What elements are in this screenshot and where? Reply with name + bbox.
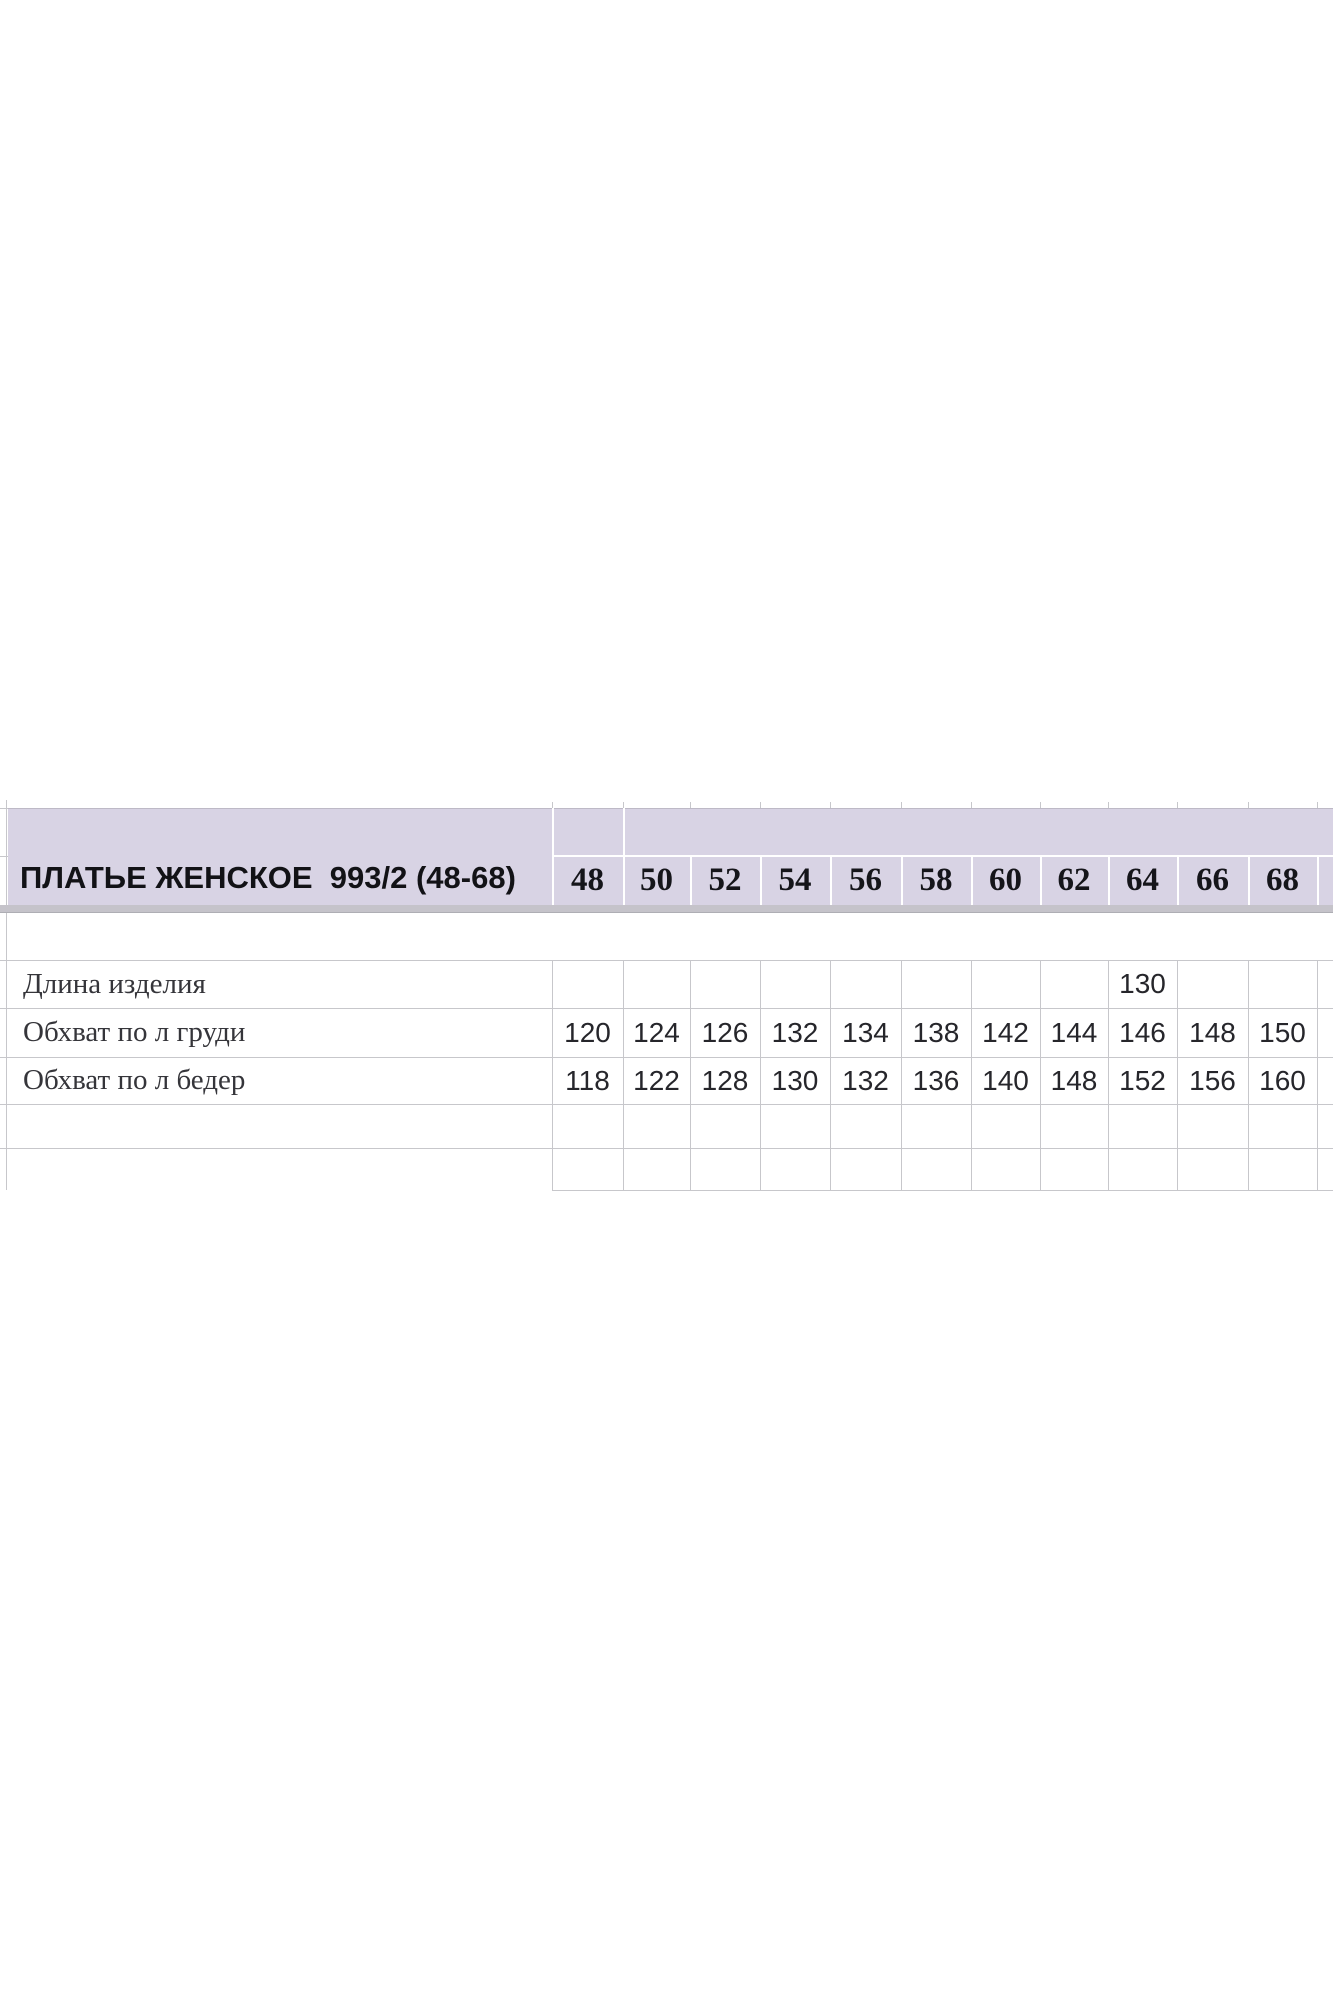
header-cell-separator — [971, 856, 973, 905]
header-cell-separator — [830, 856, 832, 905]
header-size-cell-64[interactable]: 64 — [1126, 862, 1159, 898]
gridline-tick — [1317, 802, 1318, 808]
row-label-cell-1[interactable]: Обхват по л груди — [23, 1016, 246, 1048]
gridline-left-sliver — [6, 800, 7, 1190]
gridline-column — [623, 960, 624, 1190]
cell-r2-64[interactable]: 152 — [1119, 1065, 1166, 1096]
header-cell-separator — [901, 856, 903, 905]
gridline-tick — [1248, 802, 1249, 808]
header-size-cell-54[interactable]: 54 — [778, 862, 812, 898]
gridline-row — [0, 1057, 1333, 1058]
gridline-column — [830, 960, 831, 1190]
gridline-column — [1248, 960, 1249, 1190]
cell-r2-68[interactable]: 160 — [1259, 1065, 1306, 1096]
header-cell-separator — [1248, 856, 1250, 905]
gridline-tick — [1177, 802, 1178, 808]
gridline-tick — [830, 802, 831, 808]
gridline-column — [1317, 960, 1318, 1190]
header-size-cell-48[interactable]: 48 — [571, 862, 604, 898]
product-title-cell[interactable]: ПЛАТЬЕ ЖЕНСКОЕ 993/2 (48-68) — [20, 860, 516, 895]
cell-r2-66[interactable]: 156 — [1189, 1065, 1236, 1096]
cell-r1-50[interactable]: 124 — [633, 1017, 680, 1048]
cell-r1-48[interactable]: 120 — [564, 1017, 611, 1048]
header-cell-separator — [1108, 856, 1110, 905]
gridline-tick — [552, 802, 553, 808]
gridline-tick — [760, 802, 761, 808]
gridline-tick — [901, 802, 902, 808]
gridline-column — [552, 960, 553, 1190]
gridline-column — [901, 960, 902, 1190]
header-size-cell-60[interactable]: 60 — [989, 862, 1022, 898]
cell-r1-56[interactable]: 134 — [842, 1017, 889, 1048]
header-row-divider — [552, 855, 1333, 857]
header-cell-separator — [760, 856, 762, 905]
header-cell-separator — [1040, 856, 1042, 905]
cell-r1-52[interactable]: 126 — [701, 1017, 749, 1048]
header-size-cell-66[interactable]: 66 — [1196, 862, 1229, 898]
cell-r0-64[interactable]: 130 — [1119, 968, 1166, 999]
gridline-row-bottom — [552, 1190, 1333, 1191]
cell-r2-52[interactable]: 128 — [701, 1065, 749, 1096]
row-label-cell-0[interactable]: Длина изделия — [23, 968, 206, 1000]
gridline-tick — [1040, 802, 1041, 808]
header-size-cell-56[interactable]: 56 — [849, 862, 882, 898]
gridline-sliver-tick — [0, 808, 8, 809]
header-band — [8, 808, 1333, 906]
gridline-tick — [623, 802, 624, 808]
row-label-cell-2[interactable]: Обхват по л бедер — [23, 1064, 246, 1096]
row-separator-band — [0, 905, 1333, 913]
cell-r1-54[interactable]: 132 — [771, 1017, 819, 1048]
header-size-cell-52[interactable]: 52 — [708, 862, 742, 898]
gridline-tick — [690, 802, 691, 808]
cell-r1-66[interactable]: 148 — [1189, 1017, 1236, 1048]
gridline-column — [1108, 960, 1109, 1190]
gridline-column — [760, 960, 761, 1190]
gridline-column — [971, 960, 972, 1190]
cell-r2-50[interactable]: 122 — [633, 1065, 680, 1096]
gridline-row — [0, 960, 1333, 961]
cell-r1-60[interactable]: 142 — [982, 1017, 1029, 1048]
gridline-row — [0, 1148, 1333, 1149]
cell-r2-48[interactable]: 118 — [565, 1065, 610, 1096]
gridline-tick — [971, 802, 972, 808]
header-size-cell-62[interactable]: 62 — [1057, 862, 1091, 898]
header-size-cell-58[interactable]: 58 — [919, 862, 953, 898]
gridline-column — [690, 960, 691, 1190]
header-cell-separator — [690, 856, 692, 905]
cell-r1-68[interactable]: 150 — [1259, 1017, 1306, 1048]
cell-r2-56[interactable]: 132 — [842, 1065, 889, 1096]
header-cell-separator — [1317, 856, 1319, 905]
gridline-column — [1040, 960, 1041, 1190]
gridline-column — [1177, 960, 1178, 1190]
cell-r1-58[interactable]: 138 — [912, 1017, 960, 1048]
cell-r1-62[interactable]: 144 — [1050, 1017, 1098, 1048]
cell-r2-62[interactable]: 148 — [1050, 1065, 1098, 1096]
gridline-sliver-tick — [0, 856, 8, 857]
gridline-row — [0, 1104, 1333, 1105]
cell-r2-54[interactable]: 130 — [771, 1065, 819, 1096]
cell-r2-58[interactable]: 136 — [912, 1065, 960, 1096]
cell-r2-60[interactable]: 140 — [982, 1065, 1029, 1096]
header-size-cell-50[interactable]: 50 — [640, 862, 673, 898]
cell-r1-64[interactable]: 146 — [1119, 1017, 1166, 1048]
header-cell-separator — [1177, 856, 1179, 905]
gridline-row — [0, 1008, 1333, 1009]
header-size-cell-68[interactable]: 68 — [1266, 862, 1299, 898]
gridline-tick — [1108, 802, 1109, 808]
